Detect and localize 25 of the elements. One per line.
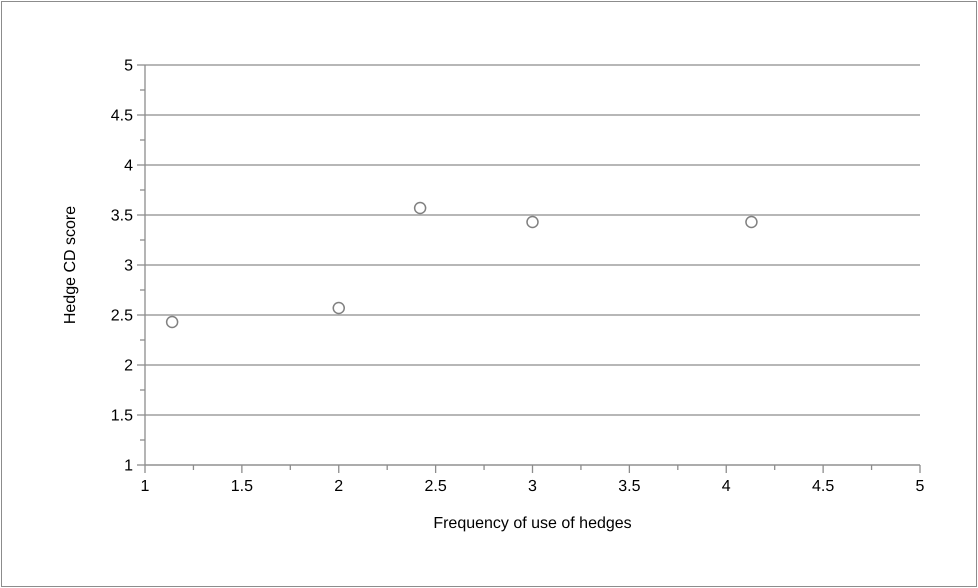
x-tick-label: 1 [140, 478, 150, 495]
x-tick-label: 2 [334, 478, 344, 495]
y-tick-label: 5 [124, 58, 134, 75]
x-tick-label: 5 [916, 478, 925, 495]
y-tick-label: 2 [124, 358, 134, 375]
x-tick-label: 1.5 [230, 478, 254, 495]
y-tick-label: 4 [124, 158, 134, 175]
y-tick-label: 2.5 [110, 308, 134, 325]
x-tick-label: 4.5 [812, 478, 834, 495]
y-tick-label: 4.5 [110, 108, 134, 125]
x-tick-label: 2.5 [424, 478, 447, 495]
point [414, 202, 426, 214]
y-tick-label: 3.5 [110, 208, 134, 225]
x-tick-label: 3 [528, 478, 538, 495]
point [526, 216, 539, 228]
point [745, 216, 758, 228]
y-tick-label: 1 [124, 458, 134, 475]
point [332, 302, 345, 314]
point [166, 316, 178, 328]
x-tick-label: 4 [722, 478, 731, 495]
y-axis-title: Hedge CD score [62, 206, 79, 324]
x-tick-label: 3.5 [618, 478, 641, 495]
x-axis-title: Frequency of use of hedges [433, 515, 632, 532]
y-tick-label: 1.5 [110, 408, 134, 425]
y-tick-label: 3 [124, 258, 134, 275]
